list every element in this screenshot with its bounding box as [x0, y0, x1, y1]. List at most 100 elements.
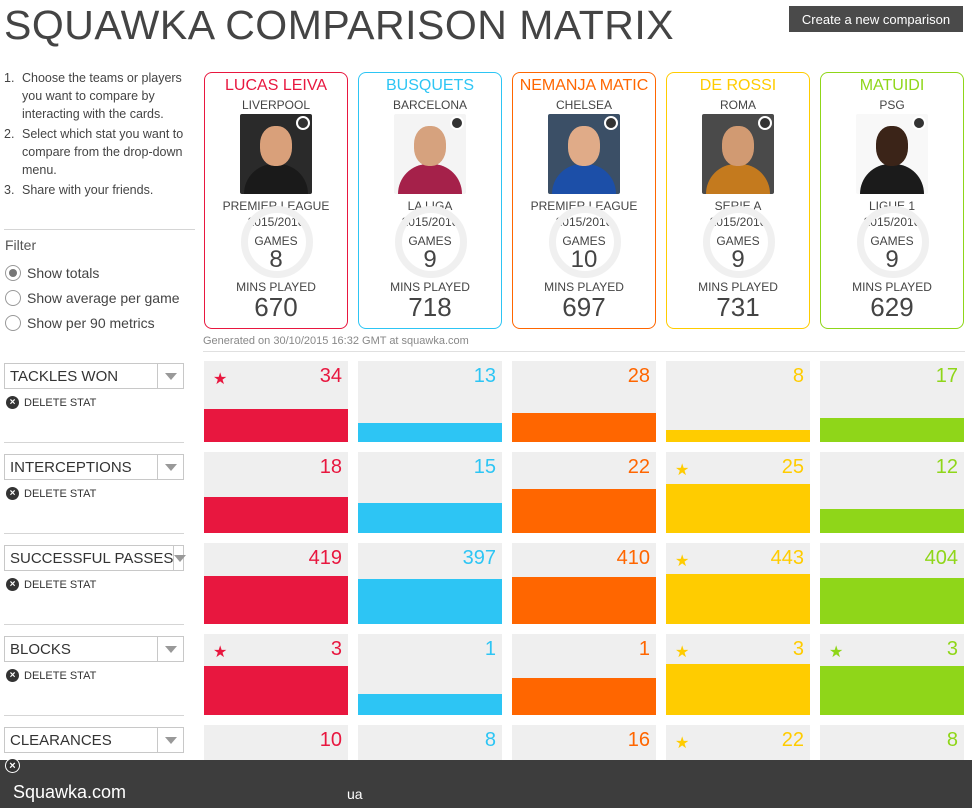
stat-cell[interactable]: 404 — [820, 543, 964, 624]
divider — [4, 533, 184, 534]
games-label: GAMES — [254, 234, 298, 248]
player-name: LUCAS LEIVA — [225, 77, 327, 94]
delete-stat-label: DELETE STAT — [24, 396, 97, 409]
stat-dropdown-label: TACKLES WON — [10, 367, 119, 385]
create-comparison-button[interactable]: Create a new comparison — [789, 6, 963, 32]
stat-cell[interactable]: 8 — [358, 694, 502, 760]
player-name: NEMANJA MATIC — [519, 77, 649, 94]
mins-value: 629 — [870, 292, 914, 322]
games-label: GAMES — [408, 234, 452, 248]
filter-option-3[interactable]: Show per 90 metrics — [5, 315, 155, 331]
chevron-down-icon[interactable] — [157, 728, 183, 752]
swap-icon[interactable] — [604, 116, 618, 130]
player-card[interactable]: BUSQUETS BARCELONA LA LIGA 2015/2016 GAMES 9 M… — [358, 72, 502, 329]
divider — [4, 229, 195, 230]
stat-cell[interactable]: ★ 443 — [666, 543, 810, 624]
close-icon: × — [6, 669, 19, 682]
stat-cell[interactable]: 13 — [358, 361, 502, 442]
stat-dropdown[interactable]: TACKLES WON — [4, 363, 184, 389]
instruction-item: 2. Select which stat you want to compare … — [4, 125, 196, 179]
instruction-item: 1. Choose the teams or players you want t… — [4, 69, 196, 123]
player-card[interactable]: LUCAS LEIVA LIVERPOOL PREMIER LEAGUE 2015/2… — [204, 72, 348, 329]
stat-bar — [358, 423, 502, 442]
stat-cell[interactable]: ★ 25 — [666, 452, 810, 533]
chevron-down-icon[interactable] — [157, 455, 183, 479]
stat-value: 1 — [484, 638, 496, 660]
stat-dropdown[interactable]: INTERCEPTIONS — [4, 454, 184, 480]
delete-stat-button[interactable]: × DELETE STAT — [6, 396, 96, 409]
stat-dropdown[interactable]: SUCCESSFUL PASSES — [4, 545, 187, 571]
stat-cell[interactable]: 16 — [512, 678, 656, 760]
stat-cell[interactable]: 28 — [512, 361, 656, 442]
stat-dropdown[interactable]: BLOCKS — [4, 636, 184, 662]
filter-option-label: Show per 90 metrics — [27, 315, 155, 331]
stat-bar — [820, 418, 964, 442]
instruction-text: Share with your friends. — [22, 183, 154, 197]
footer-bar: Squawka.com ua — [0, 760, 972, 808]
photo-head — [260, 126, 292, 166]
radio-button[interactable] — [5, 265, 21, 281]
player-team: LIVERPOOL — [241, 98, 311, 112]
player-name: MATUIDI — [859, 77, 925, 94]
filter-option-2[interactable]: Show average per game — [5, 290, 180, 306]
games-ring — [241, 206, 313, 278]
filter-option-label: Show totals — [27, 265, 100, 281]
stat-value: 28 — [627, 365, 650, 387]
radio-button[interactable] — [5, 290, 21, 306]
stat-cell[interactable]: 15 — [358, 452, 502, 533]
stat-bar — [820, 578, 964, 624]
stat-cell[interactable]: 410 — [512, 543, 656, 624]
stat-cell[interactable]: ★ 22 — [666, 664, 810, 760]
radio-button[interactable] — [5, 315, 21, 331]
stat-cell[interactable]: 10 — [204, 690, 348, 760]
star-icon: ★ — [675, 462, 690, 479]
stat-cell[interactable]: 22 — [512, 452, 656, 533]
stat-cell[interactable]: 397 — [358, 543, 502, 624]
games-ring — [395, 206, 467, 278]
footer-brand[interactable]: Squawka.com — [13, 782, 127, 802]
close-icon: × — [6, 396, 19, 409]
player-photo — [856, 114, 928, 194]
divider — [4, 442, 184, 443]
games-value: 9 — [885, 246, 899, 273]
stat-cell[interactable]: 8 — [666, 361, 810, 442]
stat-cell[interactable]: 17 — [820, 361, 964, 442]
swap-icon[interactable] — [758, 116, 772, 130]
stat-value: 3 — [792, 638, 804, 660]
player-card[interactable]: NEMANJA MATIC CHELSEA PREMIER LEAGUE 2015/2… — [512, 72, 656, 329]
stat-cell[interactable]: 8 — [820, 694, 964, 760]
swap-icon[interactable] — [296, 116, 310, 130]
filter-label: Filter — [5, 237, 37, 253]
stat-dropdown-label: INTERCEPTIONS — [10, 458, 132, 476]
stat-value: 17 — [935, 365, 958, 387]
filter-option-1[interactable]: Show totals — [5, 265, 99, 281]
player-photo — [240, 114, 312, 194]
photo-head — [876, 126, 908, 166]
stat-cell[interactable]: ★ 34 — [204, 361, 348, 442]
chevron-down-icon[interactable] — [173, 546, 187, 570]
chevron-down-icon[interactable] — [157, 364, 183, 388]
close-icon[interactable]: × — [5, 758, 20, 773]
mins-value: 670 — [254, 292, 298, 322]
instruction-number: 1. — [4, 71, 15, 85]
swap-icon[interactable] — [450, 116, 464, 130]
chevron-down-icon[interactable] — [157, 637, 183, 661]
delete-stat-button[interactable]: × DELETE STAT — [6, 487, 96, 500]
player-photo — [394, 114, 466, 194]
stat-cell[interactable]: 18 — [204, 452, 348, 533]
swap-icon[interactable] — [912, 116, 926, 130]
stat-dropdown-label: BLOCKS — [10, 640, 71, 658]
mins-label: MINS PLAYED — [236, 280, 316, 294]
stat-value: 25 — [781, 456, 804, 478]
player-card[interactable]: MATUIDI PSG LIGUE 1 2015/2016 GAMES 9 MINS PLA… — [820, 72, 964, 329]
stat-dropdown[interactable]: CLEARANCES — [4, 727, 184, 753]
delete-stat-button[interactable]: × DELETE STAT — [6, 669, 96, 682]
mins-value: 697 — [562, 292, 606, 322]
instruction-number: 2. — [4, 127, 15, 141]
delete-stat-button[interactable]: × DELETE STAT — [6, 578, 96, 591]
stat-bar — [358, 579, 502, 624]
stat-cell[interactable]: 12 — [820, 452, 964, 533]
star-icon: ★ — [213, 644, 228, 661]
player-card[interactable]: DE ROSSI ROMA SERIE A 2015/2016 GAMES 9 MINS P… — [666, 72, 810, 329]
stat-cell[interactable]: 419 — [204, 543, 348, 624]
